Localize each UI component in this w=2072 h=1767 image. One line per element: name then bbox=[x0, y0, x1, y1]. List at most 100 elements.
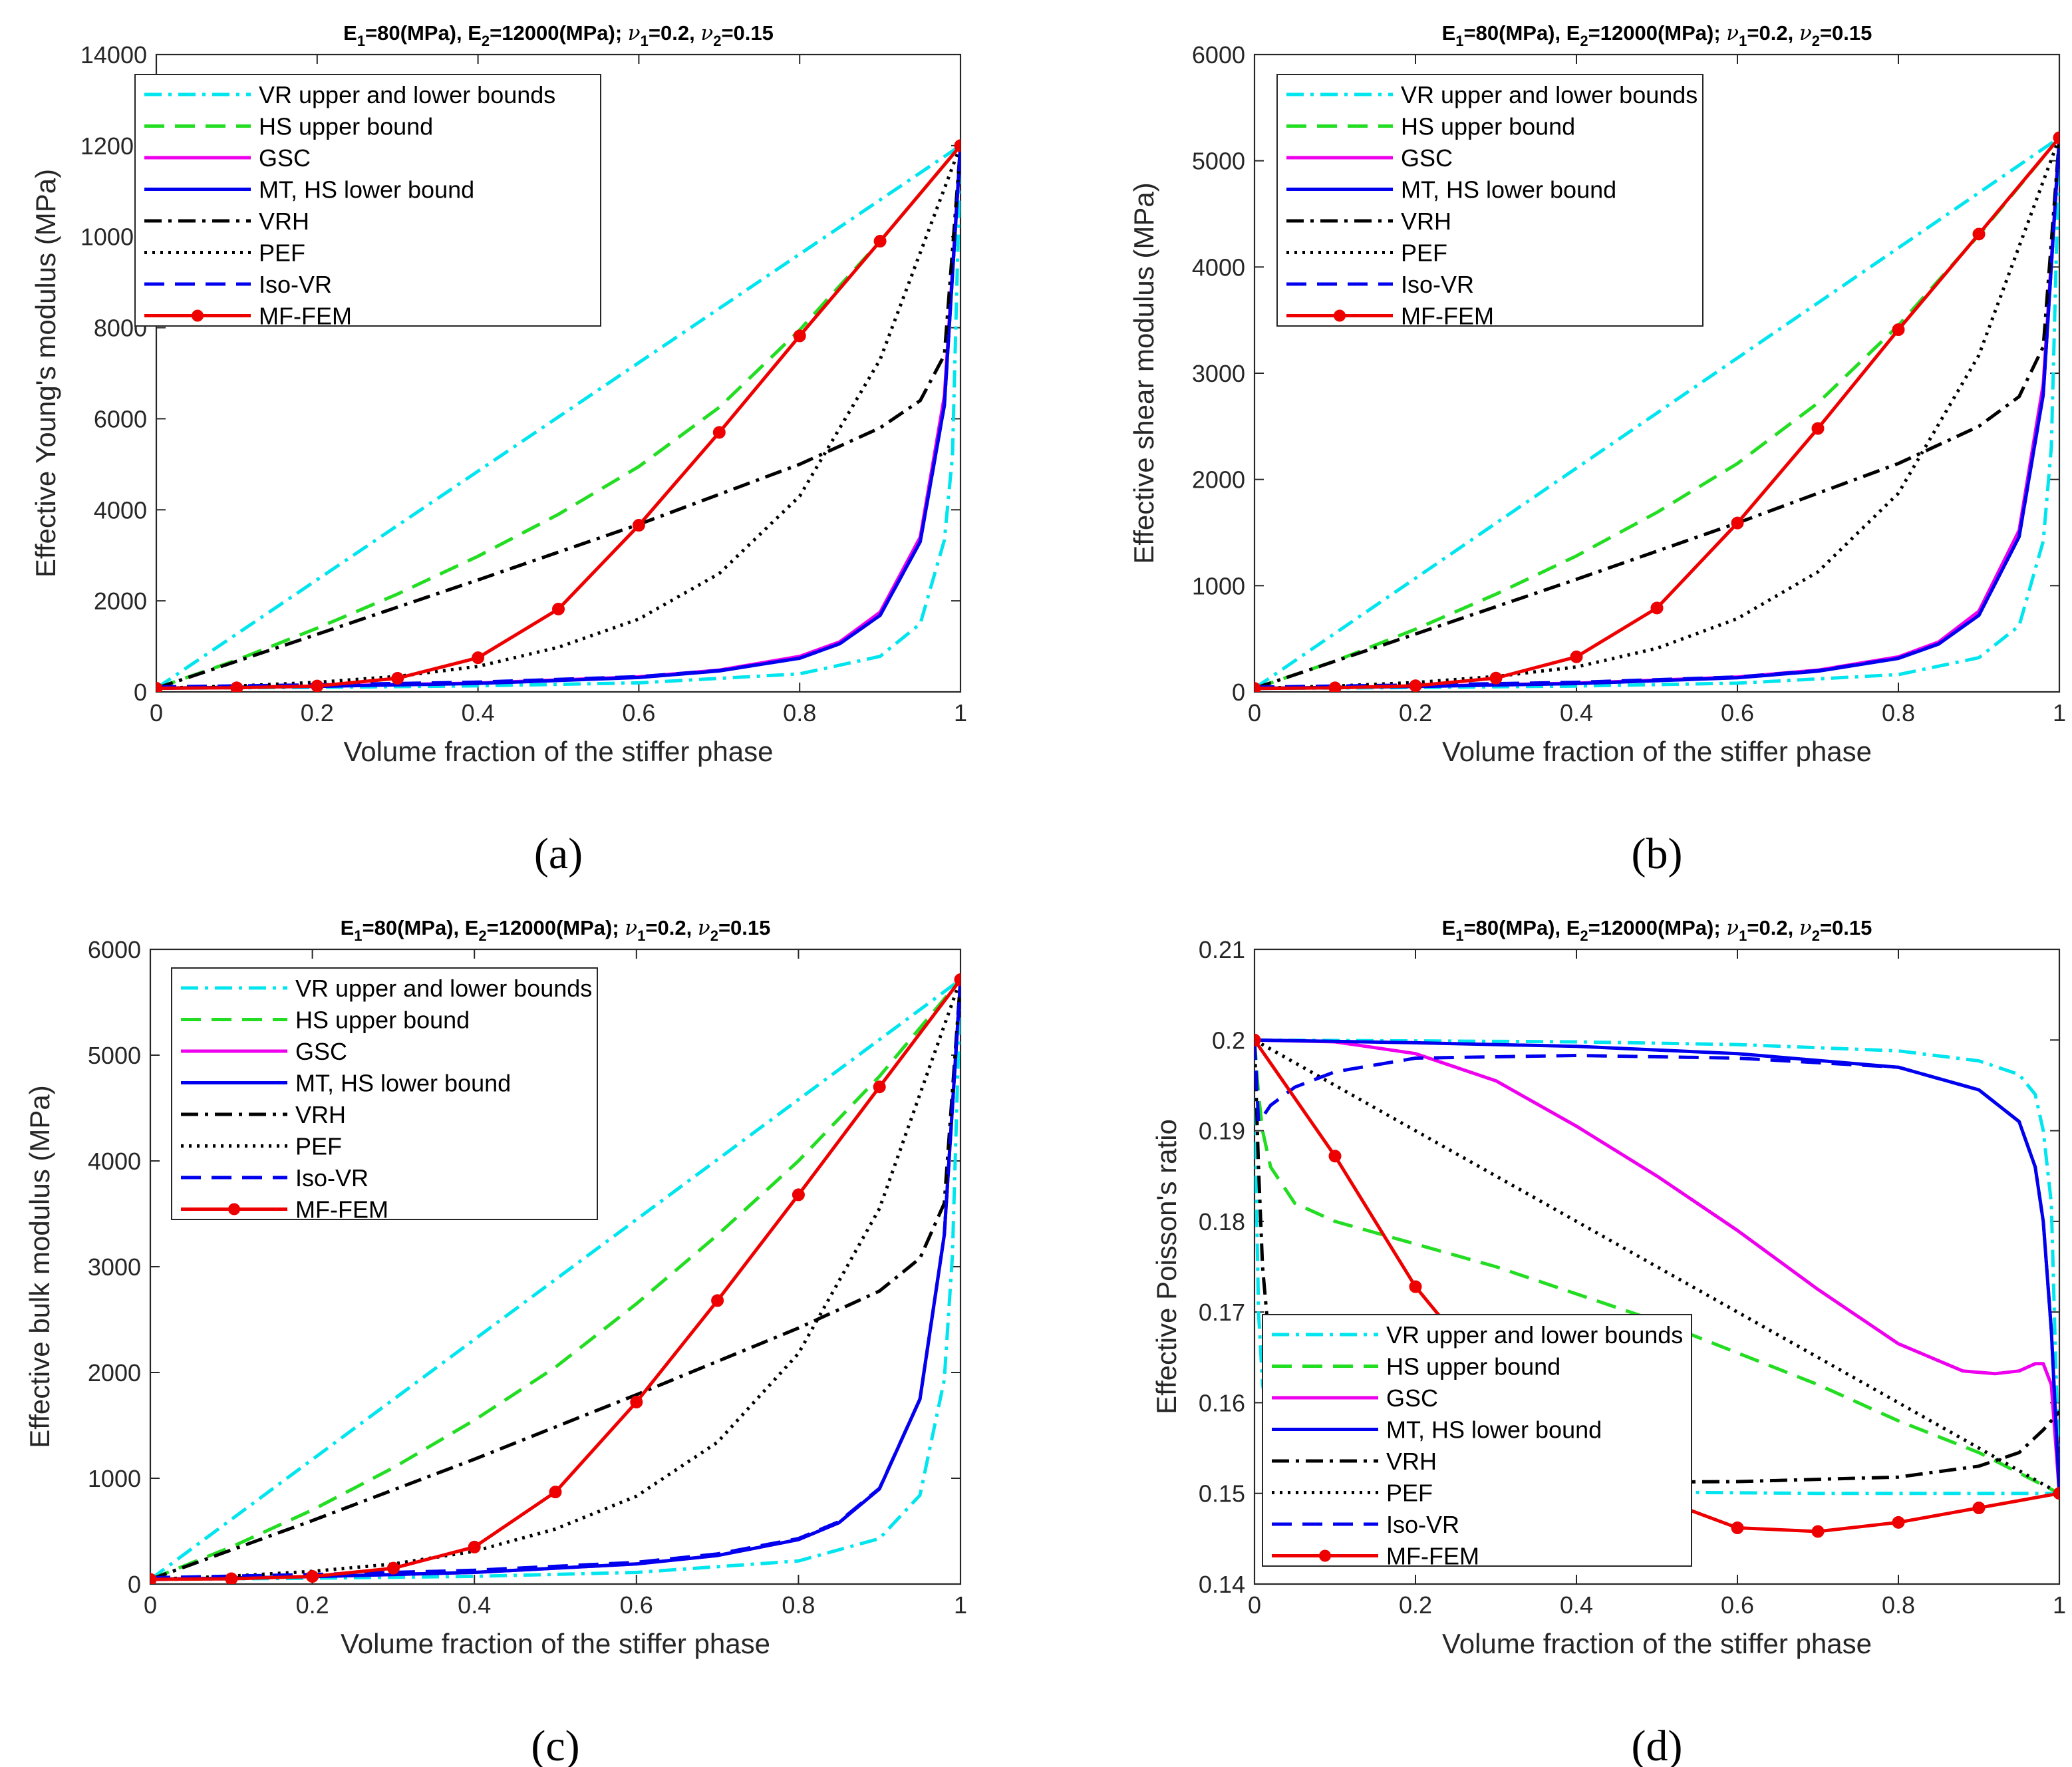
data-point bbox=[1811, 422, 1825, 435]
x-tick-label: 1 bbox=[2053, 1591, 2066, 1619]
data-point bbox=[472, 651, 485, 665]
series-line-vr-upper-and-lower-bounds bbox=[1255, 1038, 2059, 1494]
data-point bbox=[873, 1080, 886, 1094]
data-point bbox=[954, 973, 961, 986]
legend-label: GSC bbox=[1401, 144, 1453, 172]
data-point bbox=[792, 1188, 805, 1202]
y-tick-label: 4000 bbox=[1192, 253, 1245, 281]
legend-label: MT, HS lower bound bbox=[259, 176, 474, 204]
x-tick-label: 0.2 bbox=[296, 1591, 329, 1619]
data-point bbox=[1731, 516, 1744, 530]
x-tick-label: 0.8 bbox=[1882, 1591, 1915, 1619]
legend-label: MF-FEM bbox=[259, 303, 352, 330]
data-point bbox=[391, 671, 404, 685]
data-point bbox=[873, 235, 887, 248]
data-point bbox=[156, 682, 163, 692]
legend-label: VR upper and lower bounds bbox=[259, 81, 555, 108]
x-axis-label: Volume fraction of the stiffer phase bbox=[344, 736, 774, 767]
y-tick-label: 0.17 bbox=[1199, 1299, 1245, 1326]
data-point bbox=[552, 602, 565, 615]
legend-marker bbox=[1319, 1549, 1331, 1562]
series-line-vr-upper-and-lower-bounds bbox=[156, 144, 961, 690]
legend-label: GSC bbox=[1386, 1384, 1438, 1412]
x-tick-label: 0 bbox=[1248, 1591, 1261, 1619]
legend-label: MF-FEM bbox=[1386, 1543, 1479, 1570]
x-tick-label: 0.6 bbox=[1721, 1591, 1754, 1619]
data-point bbox=[1328, 681, 1342, 692]
series-line-hs-upper-bound bbox=[1255, 136, 2059, 691]
data-point bbox=[1328, 1150, 1342, 1163]
series-line-gsc bbox=[1255, 1038, 2059, 1494]
x-axis-label: Volume fraction of the stiffer phase bbox=[1442, 1628, 1872, 1659]
data-point bbox=[630, 1396, 643, 1409]
data-point bbox=[549, 1486, 562, 1499]
x-axis-label: Volume fraction of the stiffer phase bbox=[341, 1628, 770, 1659]
legend-label: VRH bbox=[295, 1101, 346, 1128]
series-line-vrh bbox=[1255, 1040, 2059, 1484]
data-point bbox=[468, 1540, 481, 1553]
data-point bbox=[386, 1561, 400, 1575]
data-point bbox=[1972, 1502, 1986, 1515]
x-tick-label: 0.8 bbox=[782, 1591, 815, 1619]
y-tick-label: 5000 bbox=[1192, 148, 1245, 175]
data-point bbox=[2053, 1487, 2059, 1500]
legend: VR upper and lower bounds HS upper bound G… bbox=[1262, 1314, 1692, 1570]
chart-title: E1=80(MPa), E2=12000(MPa); ν1=0.2, ν2=0.… bbox=[343, 21, 774, 49]
data-point bbox=[1811, 1525, 1825, 1538]
y-tick-label: 2000 bbox=[1192, 466, 1245, 494]
legend-label: MT, HS lower bound bbox=[295, 1070, 511, 1097]
chart-title: E1=80(MPa), E2=12000(MPa); ν1=0.2, ν2=0.… bbox=[341, 916, 771, 944]
legend-marker bbox=[228, 1203, 240, 1215]
y-axis-label: Effective bulk modulus (MPa) bbox=[24, 1085, 55, 1448]
x-tick-label: 0.4 bbox=[1560, 1591, 1593, 1619]
legend-label: VR upper and lower bounds bbox=[295, 975, 592, 1002]
y-tick-label: 0.19 bbox=[1199, 1118, 1245, 1145]
x-tick-label: 0.4 bbox=[1560, 699, 1593, 726]
chart-panel-a: E1=80(MPa), E2=12000(MPa); ν1=0.2, ν2=0.… bbox=[30, 21, 967, 878]
y-axis-label: Effective shear modulus (MPa) bbox=[1128, 182, 1159, 563]
data-point bbox=[1570, 650, 1583, 663]
series-line-iso-vr bbox=[1255, 137, 2059, 689]
legend-marker bbox=[1334, 309, 1346, 322]
data-point bbox=[1409, 1280, 1422, 1293]
data-point bbox=[1409, 679, 1422, 692]
legend-label: Iso-VR bbox=[1401, 271, 1474, 298]
legend-label: PEF bbox=[1386, 1480, 1433, 1507]
x-tick-label: 0.2 bbox=[1399, 1591, 1432, 1619]
series-group bbox=[1255, 131, 2059, 692]
data-point bbox=[306, 1570, 319, 1583]
y-tick-label: 1000 bbox=[88, 1465, 141, 1492]
data-point bbox=[225, 1572, 238, 1584]
y-tick-label: 3000 bbox=[88, 1253, 141, 1281]
y-tick-label: 3000 bbox=[1192, 360, 1245, 387]
x-tick-label: 0.4 bbox=[458, 1591, 491, 1619]
series-group bbox=[150, 973, 961, 1584]
y-tick-label: 0.18 bbox=[1199, 1208, 1245, 1235]
chart-panel-d: E1=80(MPa), E2=12000(MPa); ν1=0.2, ν2=0.… bbox=[1151, 916, 2066, 1767]
series-line-hs-upper-bound bbox=[156, 144, 961, 690]
legend-label: PEF bbox=[1401, 240, 1447, 267]
y-tick-label: 5000 bbox=[88, 1042, 141, 1069]
x-tick-label: 0.6 bbox=[622, 699, 655, 726]
series-line-pef bbox=[1255, 1039, 2059, 1495]
y-tick-label: 0.16 bbox=[1199, 1389, 1245, 1416]
x-tick-label: 0.4 bbox=[462, 699, 495, 726]
data-point bbox=[1972, 228, 1986, 241]
legend-label: HS upper bound bbox=[295, 1007, 470, 1034]
x-tick-label: 0.2 bbox=[301, 699, 334, 726]
series-line-vr-upper-and-lower-bounds bbox=[1255, 137, 2059, 691]
y-tick-label: 4000 bbox=[94, 496, 147, 524]
y-tick-label: 1000 bbox=[1192, 572, 1245, 599]
legend-label: Iso-VR bbox=[259, 271, 332, 298]
data-point bbox=[1892, 1516, 1905, 1529]
data-point bbox=[632, 519, 645, 532]
y-tick-label: 2000 bbox=[88, 1359, 141, 1386]
panel-caption: (d) bbox=[1632, 1722, 1683, 1767]
data-point bbox=[711, 1294, 724, 1307]
y-tick-label: 6000 bbox=[94, 405, 147, 432]
data-point bbox=[1650, 601, 1664, 615]
x-tick-label: 0.6 bbox=[620, 1591, 653, 1619]
x-tick-label: 1 bbox=[2053, 699, 2066, 726]
legend-label: Iso-VR bbox=[1386, 1511, 1459, 1538]
